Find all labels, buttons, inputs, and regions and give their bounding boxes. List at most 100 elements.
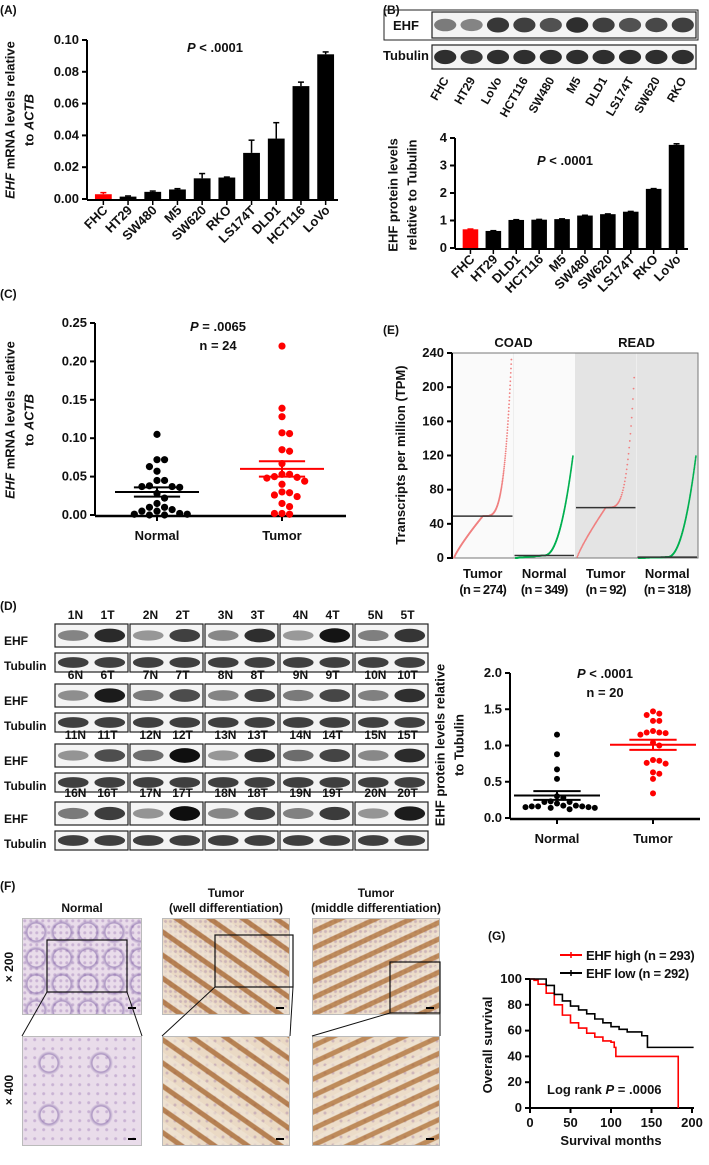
lane-label-normal: 16N (64, 786, 86, 800)
data-point (618, 498, 621, 501)
text-span: ACTB (22, 94, 37, 131)
data-point-tumor (278, 404, 286, 412)
blot-band (244, 657, 276, 668)
lane-label-normal: 2N (143, 608, 158, 622)
data-point-normal (138, 507, 146, 515)
blot-band (94, 688, 126, 703)
bar-HT29 (485, 230, 502, 248)
blot-band (592, 17, 615, 33)
histology-image-normal-x200 (22, 918, 142, 1015)
blot-strip-Tubulin (279, 772, 354, 793)
magnification-label: × 400 (2, 1074, 16, 1105)
blot-band (645, 17, 668, 33)
data-point-tumor (650, 728, 656, 734)
lane-label-tumor: 4T (326, 608, 341, 622)
p-value-annotation: P < .0001 (577, 666, 633, 681)
blot-band (169, 806, 201, 821)
data-point (507, 416, 510, 419)
blot-strip-EHF (204, 623, 279, 648)
y-tick-label: 0.02 (54, 159, 79, 174)
x-axis-label: Survival months (560, 1133, 661, 1148)
y-tick-label: 0.04 (54, 127, 80, 142)
y-tick-label: 200 (422, 379, 444, 394)
blot-band (57, 657, 89, 668)
blot-band (94, 777, 126, 788)
blot-band (357, 629, 389, 642)
blot-strip-EHF (279, 801, 354, 826)
blot-box (383, 9, 699, 41)
bar-LoVo (668, 144, 685, 248)
blot-band (394, 748, 426, 763)
data-point (504, 455, 507, 457)
data-point (509, 376, 512, 379)
data-point-normal (585, 804, 592, 811)
data-point-normal (535, 803, 542, 810)
data-point (629, 432, 632, 435)
sample-size-annotation: n = 24 (199, 338, 237, 353)
text-span: EHF protein levels (386, 138, 401, 251)
blot-band (513, 17, 536, 33)
data-point (510, 363, 513, 366)
data-point (627, 458, 629, 461)
bar-HT29 (119, 196, 137, 199)
survival-curve-high (530, 978, 680, 1108)
y-tick-label: 80 (508, 997, 522, 1012)
facet-label-COAD: COAD (494, 335, 532, 350)
data-point (623, 480, 626, 483)
blot-band (244, 748, 276, 763)
data-point (507, 410, 510, 413)
y-tick-label: 0 (437, 550, 444, 565)
panel-label-E: (E) (383, 323, 399, 337)
dot-group-COAD-normal (514, 455, 574, 559)
data-point-tumor (656, 757, 663, 764)
x-category-label: Tumor (262, 528, 301, 543)
text-span: P (187, 40, 196, 55)
blot-strip-Tubulin (431, 44, 697, 70)
blot-strip-Tubulin (354, 712, 429, 733)
lane-label-normal: 12N (139, 728, 161, 742)
lane-label-normal: 4N (293, 608, 308, 622)
data-point (509, 380, 512, 383)
y-tick-label: 0 (440, 240, 447, 255)
blot-strip-EHF (354, 743, 429, 768)
blot-band (94, 657, 126, 668)
blot-band (394, 806, 426, 821)
lane-label-normal: 15N (364, 728, 386, 742)
data-point (632, 398, 634, 400)
blot-band (132, 777, 164, 788)
blot-strip-Tubulin (204, 652, 279, 673)
group-sample-size: (n = 274) (459, 582, 506, 597)
blot-band (94, 835, 126, 846)
bar-SW620 (600, 214, 616, 248)
data-point (620, 493, 623, 496)
histology-column-subtitle: (well differentiation) (169, 901, 283, 915)
data-point (622, 486, 625, 489)
lane-label-normal: 6N (68, 668, 83, 682)
bar-FHC (462, 229, 479, 248)
blot-strip-Tubulin (54, 652, 129, 673)
data-point-normal (160, 503, 169, 511)
data-point (503, 461, 506, 464)
data-point (693, 464, 696, 467)
group-label: Tumor (586, 566, 625, 581)
data-point-tumor (643, 729, 650, 736)
y-axis-label: EHF mRNA levels relative to ACTB (3, 341, 37, 499)
data-point (506, 429, 509, 432)
blot-band (57, 630, 89, 641)
blot-band (207, 750, 239, 761)
histology-column-title: Normal (61, 901, 102, 915)
data-point-normal (554, 775, 560, 782)
data-point (628, 446, 631, 449)
blot-band (592, 49, 615, 65)
blot-strip-EHF (279, 623, 354, 648)
data-point (503, 459, 506, 462)
y-axis-label: Transcripts per million (TPM) (393, 365, 408, 544)
blot-band (94, 717, 126, 728)
blot-band (57, 777, 89, 788)
text-span: P (190, 319, 199, 334)
data-point (503, 467, 505, 470)
data-point-normal (153, 467, 161, 475)
blot-band (207, 717, 239, 728)
blot-strip-EHF (354, 801, 429, 826)
blot-band (132, 630, 164, 641)
